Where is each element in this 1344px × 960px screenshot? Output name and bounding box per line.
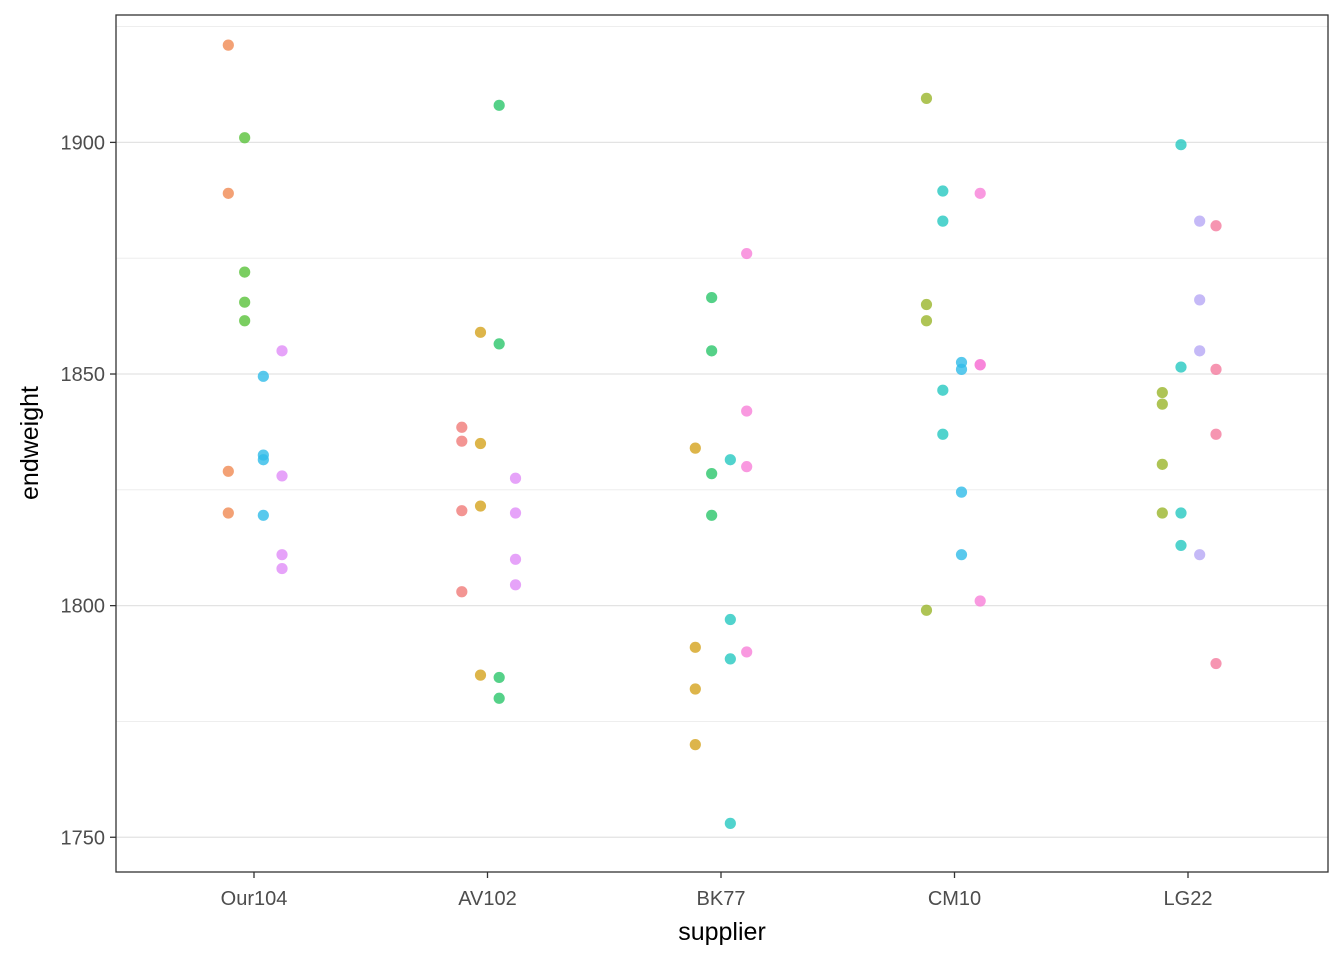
data-point bbox=[741, 646, 753, 658]
data-point bbox=[456, 505, 468, 517]
data-point bbox=[493, 692, 505, 704]
data-point bbox=[222, 507, 234, 519]
data-point bbox=[276, 549, 288, 561]
data-point bbox=[474, 326, 487, 338]
data-point bbox=[222, 465, 234, 477]
data-point bbox=[974, 359, 986, 371]
data-point bbox=[1156, 458, 1168, 470]
plot-border bbox=[115, 14, 1329, 873]
data-point bbox=[1156, 507, 1168, 519]
data-point bbox=[493, 99, 505, 111]
data-point bbox=[955, 363, 968, 375]
data-point bbox=[276, 562, 288, 575]
data-point bbox=[276, 345, 288, 357]
data-point bbox=[937, 185, 949, 197]
x-tick-label: LG22 bbox=[1164, 888, 1213, 910]
data-point bbox=[955, 549, 968, 561]
data-point bbox=[974, 595, 986, 607]
data-point bbox=[1210, 657, 1222, 670]
data-point bbox=[920, 604, 933, 616]
data-point bbox=[509, 579, 522, 591]
data-point bbox=[474, 437, 487, 450]
data-point bbox=[689, 683, 701, 695]
data-point bbox=[741, 461, 753, 473]
x-axis: Our104 AV102 BK77 CM10 LG22 bbox=[221, 872, 1213, 910]
data-point bbox=[456, 421, 468, 433]
data-point bbox=[509, 472, 522, 484]
data-point bbox=[1210, 220, 1222, 232]
data-point bbox=[1210, 363, 1222, 375]
data-point bbox=[1175, 539, 1187, 552]
data-point bbox=[920, 92, 933, 104]
data-point bbox=[1175, 139, 1187, 151]
data-point bbox=[239, 266, 251, 278]
data-point bbox=[689, 442, 701, 454]
data-point bbox=[689, 641, 701, 653]
y-tick-label: 1800 bbox=[61, 596, 106, 618]
data-point bbox=[937, 215, 949, 227]
x-tick-label: BK77 bbox=[697, 888, 746, 910]
data-point bbox=[1210, 428, 1222, 440]
data-points bbox=[222, 39, 1222, 829]
data-point bbox=[937, 428, 949, 440]
data-point bbox=[474, 500, 487, 512]
data-point bbox=[920, 315, 933, 327]
data-point bbox=[741, 247, 753, 260]
data-point bbox=[741, 405, 753, 417]
data-point bbox=[1175, 361, 1187, 373]
data-point bbox=[493, 671, 505, 684]
data-point bbox=[706, 291, 718, 304]
data-point bbox=[955, 486, 968, 498]
x-tick-label: CM10 bbox=[928, 888, 981, 910]
data-point bbox=[1156, 398, 1168, 410]
y-axis-title: endweight bbox=[16, 386, 44, 500]
data-point bbox=[239, 296, 251, 308]
data-point bbox=[689, 739, 701, 751]
data-point bbox=[920, 298, 933, 311]
y-tick-label: 1850 bbox=[61, 364, 106, 386]
data-point bbox=[222, 187, 234, 199]
x-axis-title: supplier bbox=[678, 918, 766, 946]
data-point bbox=[509, 507, 522, 519]
y-tick-label: 1750 bbox=[61, 827, 106, 849]
data-point bbox=[456, 586, 468, 598]
data-point bbox=[222, 39, 234, 51]
data-point bbox=[239, 132, 251, 144]
data-point bbox=[493, 338, 505, 350]
data-point bbox=[937, 384, 949, 396]
data-point bbox=[724, 817, 736, 829]
data-point bbox=[1194, 549, 1206, 561]
y-axis: 1750 1800 1850 1900 bbox=[61, 132, 116, 849]
data-point bbox=[257, 370, 269, 382]
x-tick-label: Our104 bbox=[221, 888, 288, 910]
data-point bbox=[706, 468, 718, 480]
plot-panel bbox=[116, 15, 1328, 872]
data-point bbox=[974, 187, 986, 199]
data-point bbox=[724, 613, 736, 626]
data-point bbox=[474, 669, 487, 681]
x-tick-label: AV102 bbox=[458, 888, 517, 910]
gridlines bbox=[116, 26, 1328, 838]
data-point bbox=[257, 509, 269, 521]
y-tick-label: 1900 bbox=[61, 132, 106, 154]
data-point bbox=[724, 454, 736, 466]
data-point bbox=[456, 435, 468, 447]
data-point bbox=[1175, 507, 1187, 519]
data-point bbox=[1156, 386, 1168, 399]
data-point bbox=[1194, 215, 1206, 227]
data-point bbox=[239, 315, 251, 327]
data-point bbox=[1194, 345, 1206, 357]
data-point bbox=[509, 553, 522, 565]
data-point bbox=[1194, 294, 1206, 306]
data-point bbox=[706, 509, 718, 521]
data-point bbox=[257, 454, 269, 466]
data-point bbox=[276, 470, 288, 482]
data-point bbox=[706, 345, 718, 357]
data-point bbox=[724, 653, 736, 665]
